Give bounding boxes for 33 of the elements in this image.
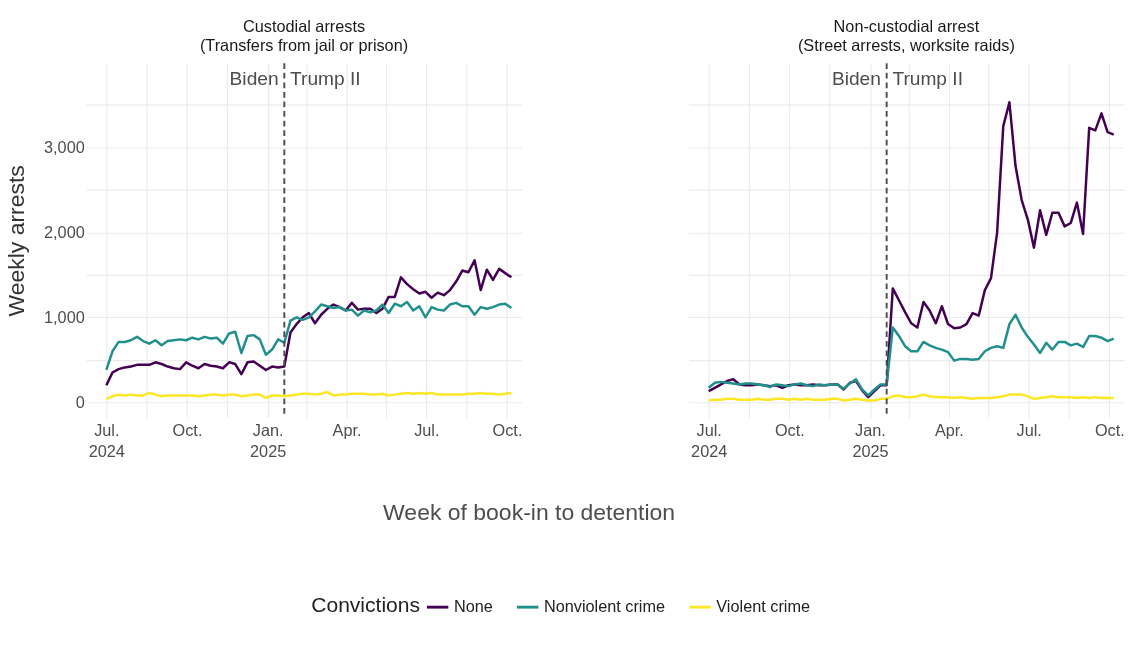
x-tick-label: Oct.	[172, 421, 203, 440]
annotation: Biden	[831, 68, 881, 90]
x-tick-label: Oct.	[774, 421, 805, 440]
legend-title: Convictions	[311, 592, 421, 616]
y-tick-label: 0	[75, 392, 85, 411]
legend-label: None	[453, 596, 493, 615]
annotation: Trump II	[892, 68, 963, 90]
legend-label: Violent crime	[716, 596, 811, 615]
x-tick-label: Jan. 2025	[852, 421, 889, 461]
x-axis-title: Week of book-in to detention	[383, 499, 676, 526]
x-tick-label: Jul.	[414, 421, 440, 440]
y-tick-label: 3,000	[44, 137, 85, 156]
x-tick-label: Oct.	[1094, 421, 1125, 440]
x-tick-label: Jul.	[1016, 421, 1042, 440]
annotation: Trump II	[290, 68, 361, 90]
line-series	[105, 390, 513, 401]
chart-title: Non-custodial arrest	[833, 16, 980, 35]
x-tick-label: Jan. 2025	[250, 421, 287, 461]
line-series	[105, 259, 513, 387]
annotation: Biden	[229, 68, 279, 90]
x-tick-label: Oct.	[492, 421, 523, 440]
x-tick-label: Jul. 2024	[88, 421, 125, 461]
y-tick-label: 2,000	[44, 222, 85, 241]
x-tick-label: Jul. 2024	[691, 421, 728, 461]
y-tick-label: 1,000	[44, 307, 85, 326]
x-tick-label: Apr.	[934, 421, 964, 440]
legend-label: Nonviolent crime	[543, 596, 666, 615]
x-tick-label: Apr.	[332, 421, 362, 440]
chart-subtitle: (Street arrests, worksite raids)	[797, 35, 1015, 54]
y-axis-title: Weekly arrests	[2, 165, 29, 317]
chart-title: Custodial arrests	[243, 16, 366, 35]
line-series	[105, 300, 513, 372]
chart-subtitle: (Transfers from jail or prison)	[199, 35, 409, 54]
